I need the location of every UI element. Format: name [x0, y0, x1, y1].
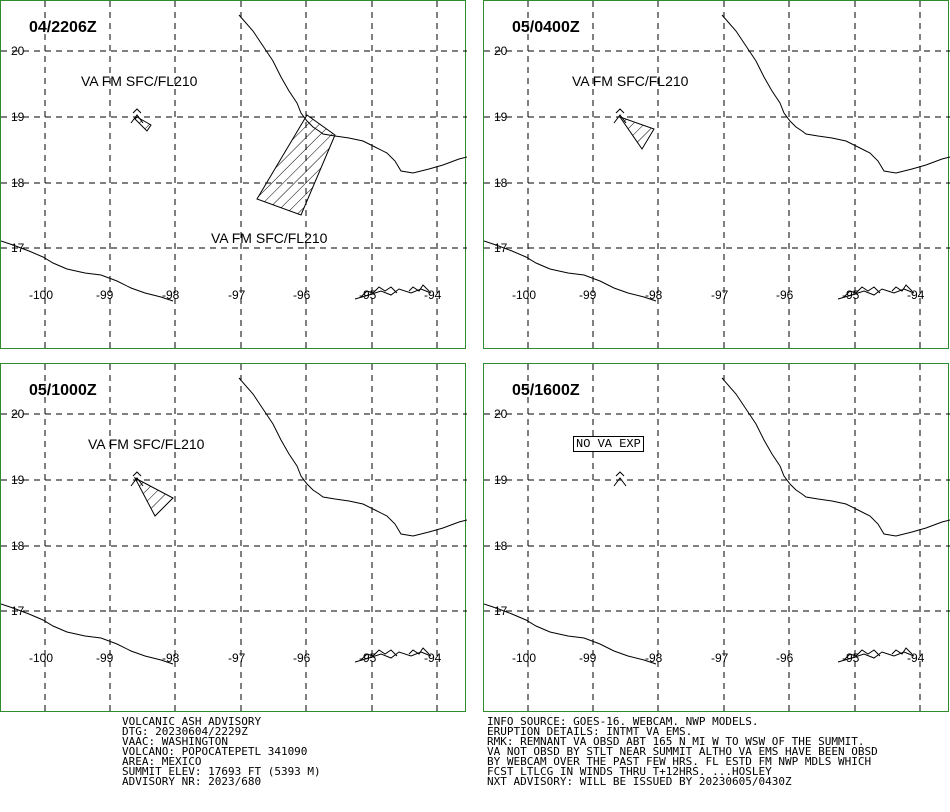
no-va-exp-box: NO VA EXP [573, 436, 644, 452]
advisory-right-line-1: INFO SOURCE: GOES-16. WEBCAM. NWP MODELS… [487, 715, 759, 728]
lon-label-97: -97 [228, 288, 246, 302]
advisory-right-line-2: ERUPTION DETAILS: INTMT VA EMS. [487, 725, 693, 738]
lon-label-95: -95 [359, 288, 377, 302]
lon-label-100: -100 [29, 651, 54, 665]
lat-label-20: 20 [494, 44, 508, 58]
advisory-right-line-3: RMK: REMNANT VA OBSD ABT 165 N MI W TO W… [487, 735, 865, 748]
lat-label-18: 18 [11, 176, 25, 190]
advisory-left-line-7: ADVISORY NR: 2023/680 [122, 775, 262, 788]
lon-label-96: -96 [776, 651, 794, 665]
advisory-right: INFO SOURCE: GOES-16. WEBCAM. NWP MODELS… [487, 715, 878, 788]
advisory-left: VOLCANIC ASH ADVISORY DTG: 20230604/2229… [122, 715, 321, 788]
lat-label-17: 17 [11, 241, 25, 255]
panel-1-label-b: VA FM SFC/FL210 [211, 230, 328, 246]
panel-1-label-a: VA FM SFC/FL210 [81, 73, 198, 89]
panel-4-title: 05/1600Z [512, 382, 580, 399]
lon-label-96: -96 [293, 288, 311, 302]
lat-label-18: 18 [494, 539, 508, 553]
lat-label-17: 17 [494, 241, 508, 255]
map-panel-1: 04/2206Z VA FM SFC/FL210 VA FM SFC/FL210… [0, 0, 467, 350]
lon-label-95: -95 [842, 651, 860, 665]
advisory-left-line-5: AREA: MEXICO [122, 755, 202, 768]
advisory-left-line-2: DTG: 20230604/2229Z [122, 725, 248, 738]
advisory-left-line-1: VOLCANIC ASH ADVISORY [122, 715, 262, 728]
advisory-left-line-3: VAAC: WASHINGTON [122, 735, 228, 748]
advisory-right-line-4: VA NOT OBSD BY STLT NEAR SUMMIT ALTHO VA… [487, 745, 878, 758]
lon-label-96: -96 [293, 651, 311, 665]
lon-label-97: -97 [711, 651, 729, 665]
panel-2-label-a: VA FM SFC/FL210 [572, 73, 689, 89]
advisory-left-line-4: VOLCANO: POPOCATEPETL 341090 [122, 745, 308, 758]
lat-label-18: 18 [11, 539, 25, 553]
lat-label-17: 17 [11, 604, 25, 618]
panel-3-label-a: VA FM SFC/FL210 [88, 436, 205, 452]
lon-label-97: -97 [711, 288, 729, 302]
lat-label-20: 20 [11, 44, 25, 58]
map-panel-2-canvas [484, 1, 950, 350]
lat-label-20: 20 [11, 407, 25, 421]
lon-label-99: -99 [579, 288, 597, 302]
panel-1-title: 04/2206Z [29, 19, 97, 36]
lon-label-100: -100 [512, 651, 537, 665]
map-panel-4: 05/1600Z NO VA EXP 20 19 18 17 -100 -99 … [483, 363, 950, 713]
advisory-right-line-7: NXT ADVISORY: WILL BE ISSUED BY 20230605… [487, 775, 792, 788]
lon-label-95: -95 [842, 288, 860, 302]
lon-label-94: -94 [424, 288, 442, 302]
lon-label-100: -100 [29, 288, 54, 302]
lat-label-17: 17 [494, 604, 508, 618]
panel-3-title: 05/1000Z [29, 382, 97, 399]
lon-label-98: -98 [645, 651, 663, 665]
lon-label-98: -98 [162, 288, 180, 302]
advisory-right-line-6: FCST LTLCG IN WINDS THRU T+12HRS. ...HOS… [487, 765, 772, 778]
map-panel-2: 05/0400Z VA FM SFC/FL210 20 19 18 17 -10… [483, 0, 950, 350]
lon-label-97: -97 [228, 651, 246, 665]
lat-label-19: 19 [11, 110, 25, 124]
lon-label-94: -94 [424, 651, 442, 665]
lat-label-19: 19 [11, 473, 25, 487]
lon-label-98: -98 [162, 651, 180, 665]
lon-label-98: -98 [645, 288, 663, 302]
panel-2-title: 05/0400Z [512, 19, 580, 36]
lon-label-99: -99 [96, 288, 114, 302]
lat-label-18: 18 [494, 176, 508, 190]
lon-label-94: -94 [907, 651, 925, 665]
advisory-left-line-6: SUMMIT ELEV: 17693 FT (5393 M) [122, 765, 321, 778]
lat-label-19: 19 [494, 110, 508, 124]
lon-label-99: -99 [96, 651, 114, 665]
lon-label-96: -96 [776, 288, 794, 302]
map-panel-3-canvas [1, 364, 467, 713]
lon-label-95: -95 [359, 651, 377, 665]
map-panel-4-canvas [484, 364, 950, 713]
map-panel-3: 05/1000Z VA FM SFC/FL210 20 19 18 17 -10… [0, 363, 467, 713]
lat-label-20: 20 [494, 407, 508, 421]
lon-label-99: -99 [579, 651, 597, 665]
advisory-right-line-5: BY WEBCAM OVER THE PAST FEW HRS. FL ESTD… [487, 755, 872, 768]
lon-label-100: -100 [512, 288, 537, 302]
lat-label-19: 19 [494, 473, 508, 487]
map-panel-1-canvas [1, 1, 467, 350]
lon-label-94: -94 [907, 288, 925, 302]
